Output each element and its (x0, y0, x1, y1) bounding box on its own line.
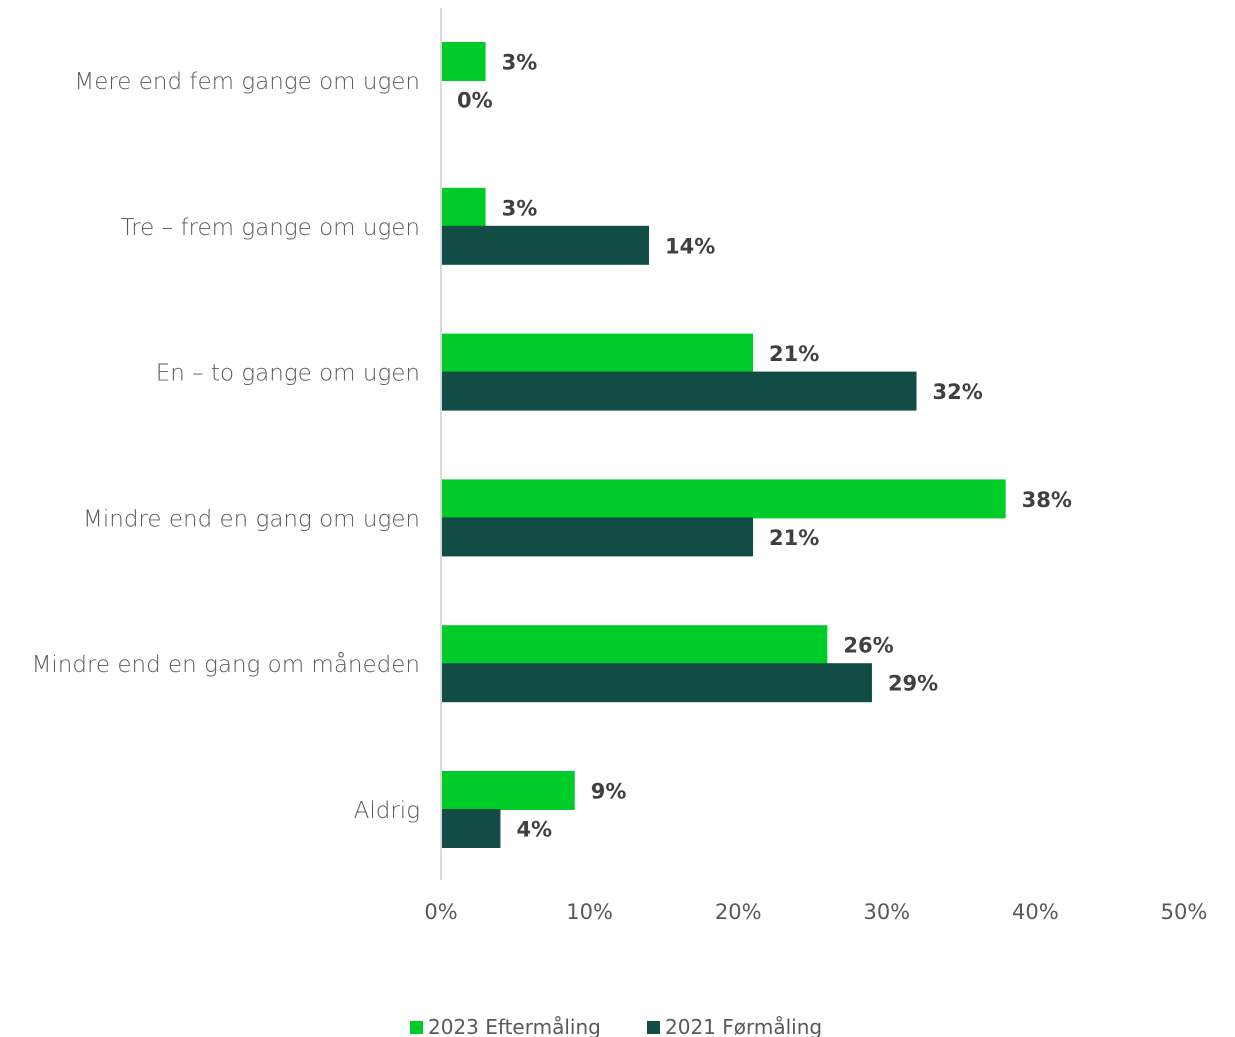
bar-series-2 (441, 517, 754, 557)
bar-series-1 (441, 42, 486, 81)
category-labels: Mere end fem gange om ugen Tre – frem gan… (32, 69, 420, 824)
data-label: 38% (1022, 488, 1072, 512)
bar-series-1 (441, 333, 754, 373)
data-labels: 3% 0% 3% 14% 21% 32% 38% 21% 26% 29% 9% 4% (457, 51, 1072, 842)
x-tick-label: 30% (863, 900, 910, 924)
data-label: 26% (843, 634, 893, 658)
data-label: 4% (516, 818, 552, 842)
bar-series-1 (441, 771, 575, 810)
bar-series-1 (441, 625, 828, 665)
bar-series-1 (441, 479, 1006, 519)
bar-series-2 (441, 371, 917, 411)
bar-series-2 (441, 809, 501, 848)
data-label: 3% (502, 51, 538, 75)
x-tick-label: 40% (1012, 900, 1059, 924)
x-axis-tick-labels: 0% 10% 20% 30% 40% 50% (424, 900, 1207, 924)
data-label: 3% (502, 196, 538, 220)
bars-group (441, 42, 1006, 848)
data-label: 21% (769, 526, 819, 550)
legend-label: 2021 Førmåling (665, 1015, 822, 1037)
legend: 2023 Eftermåling 2021 Førmåling (410, 1015, 822, 1037)
x-tick-label: 20% (715, 900, 762, 924)
bar-series-2 (441, 225, 650, 265)
category-label: Mere end fem gange om ugen (74, 69, 420, 95)
data-label: 21% (769, 342, 819, 366)
data-label: 0% (457, 89, 493, 113)
data-label: 29% (888, 672, 938, 696)
data-label: 14% (665, 234, 715, 258)
legend-swatch (410, 1021, 423, 1034)
legend-label: 2023 Eftermåling (428, 1015, 601, 1037)
legend-swatch (647, 1021, 660, 1034)
category-label: Mindre end en gang om måneden (32, 652, 420, 678)
category-label: Aldrig (354, 798, 420, 824)
data-label: 32% (933, 380, 983, 404)
category-label: Tre – frem gange om ugen (121, 215, 420, 241)
bar-series-2 (441, 663, 872, 703)
data-label: 9% (591, 780, 627, 804)
x-tick-label: 10% (566, 900, 613, 924)
category-label: En – to gange om ugen (156, 361, 420, 387)
bar-series-1 (441, 187, 486, 227)
x-tick-label: 50% (1161, 900, 1208, 924)
category-label: Mindre end en gang om ugen (83, 506, 420, 532)
x-tick-label: 0% (424, 900, 457, 924)
